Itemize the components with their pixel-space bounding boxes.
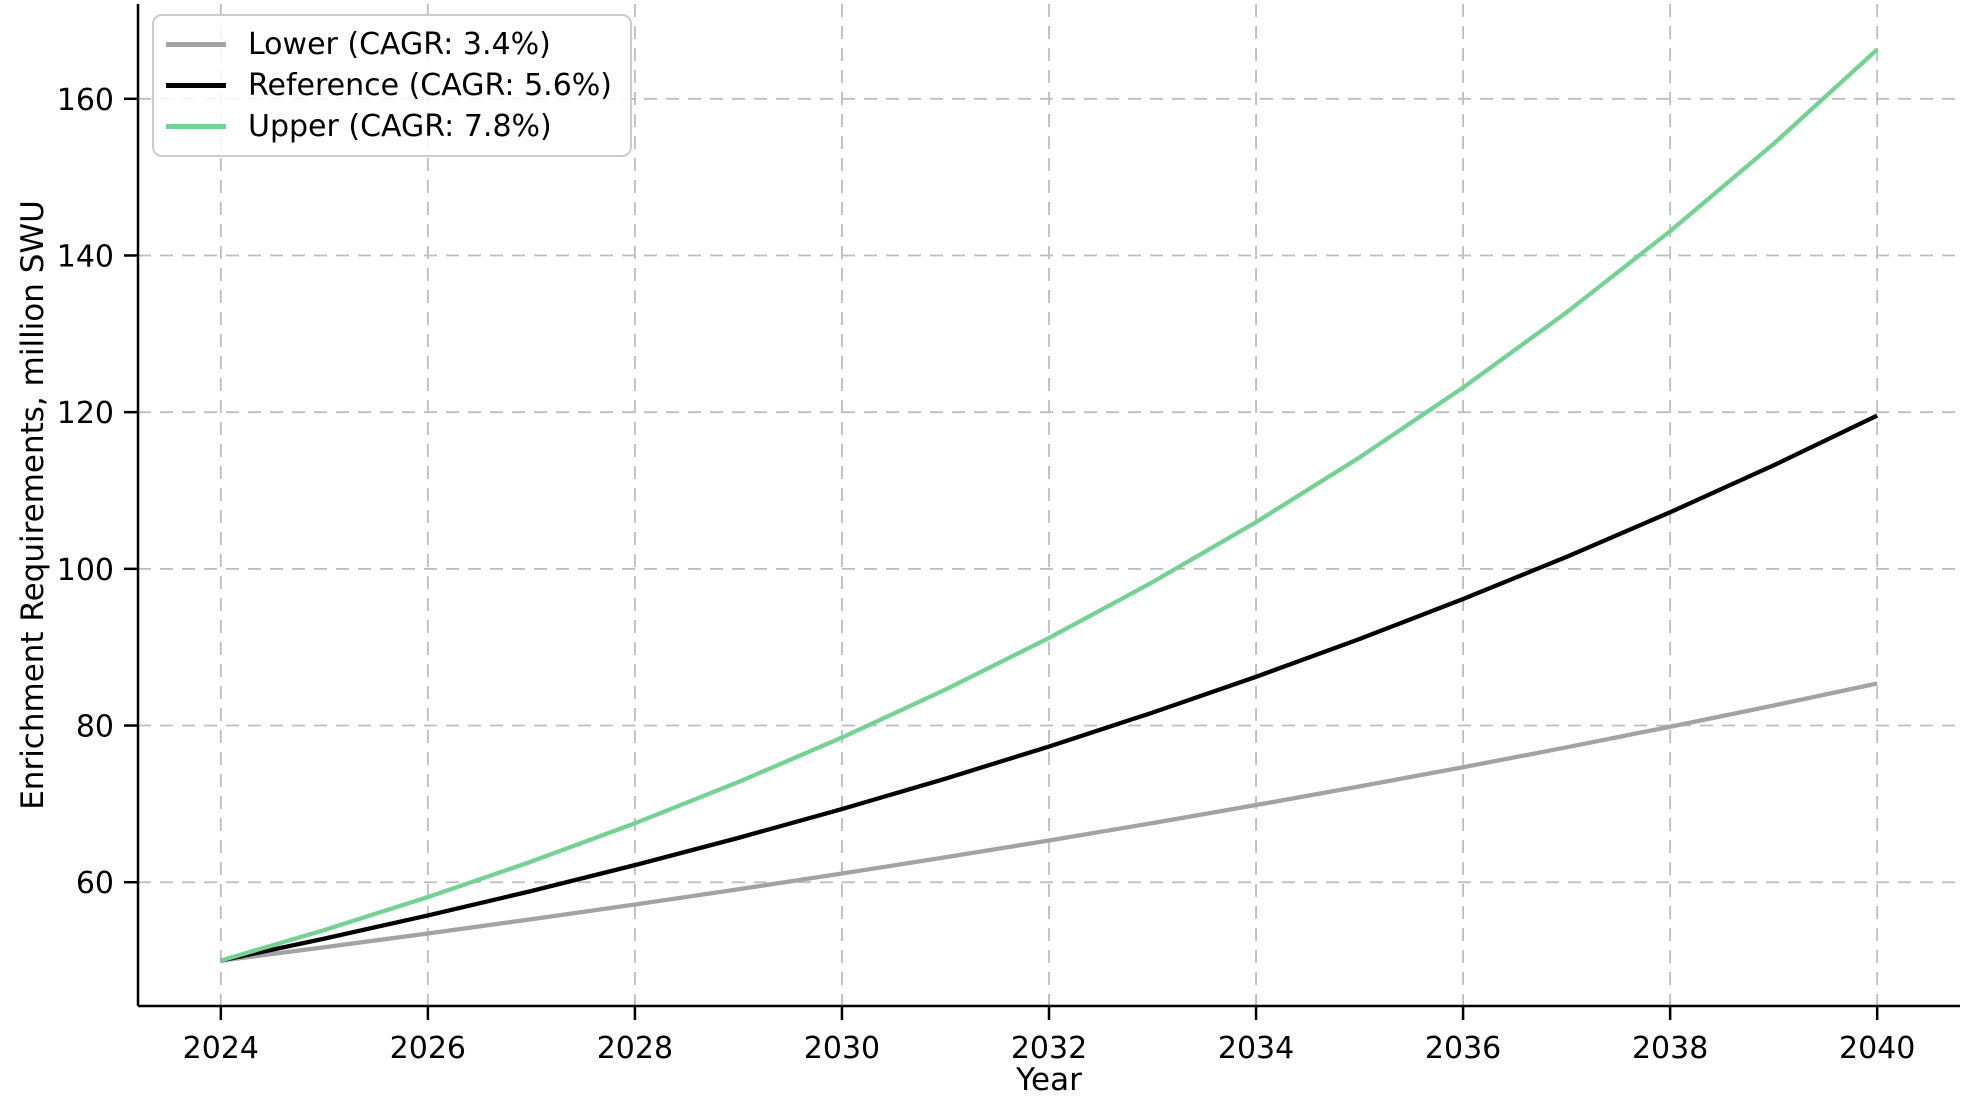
x-tick-label: 2036 [1425,1031,1501,1066]
y-tick-label: 160 [57,83,114,118]
series-line-lower [220,681,1878,963]
x-tick-label: 2040 [1839,1031,1915,1066]
legend-line-sample-lower [166,42,226,47]
series-line-upper [220,47,1879,963]
y-tick-label: 60 [76,866,114,901]
legend-entry-upper: Upper (CAGR: 7.8%) [166,106,612,147]
y-tick-label: 120 [57,396,114,431]
series-line-reference [220,413,1879,963]
legend-entry-lower: Lower (CAGR: 3.4%) [166,24,612,65]
y-tick-label: 80 [76,710,114,745]
legend-label-reference: Reference (CAGR: 5.6%) [248,68,612,103]
x-tick-label: 2026 [390,1031,466,1066]
x-tick-label: 2034 [1218,1031,1294,1066]
x-tick-label: 2028 [597,1031,673,1066]
legend-label-lower: Lower (CAGR: 3.4%) [248,27,551,62]
y-tick-label: 100 [57,553,114,588]
chart-legend: Lower (CAGR: 3.4%) Reference (CAGR: 5.6%)… [152,14,632,157]
legend-entry-reference: Reference (CAGR: 5.6%) [166,65,612,106]
legend-line-sample-upper [166,124,226,129]
x-tick-label: 2024 [183,1031,259,1066]
y-tick-label: 140 [57,239,114,274]
x-tick-label: 2030 [804,1031,880,1066]
x-axis-label: Year [1016,1062,1082,1098]
x-tick-label: 2032 [1011,1031,1087,1066]
legend-line-sample-reference [166,83,226,88]
legend-label-upper: Upper (CAGR: 7.8%) [248,109,552,144]
y-axis-label: Enrichment Requirements, million SWU [15,200,51,810]
x-tick-label: 2038 [1632,1031,1708,1066]
